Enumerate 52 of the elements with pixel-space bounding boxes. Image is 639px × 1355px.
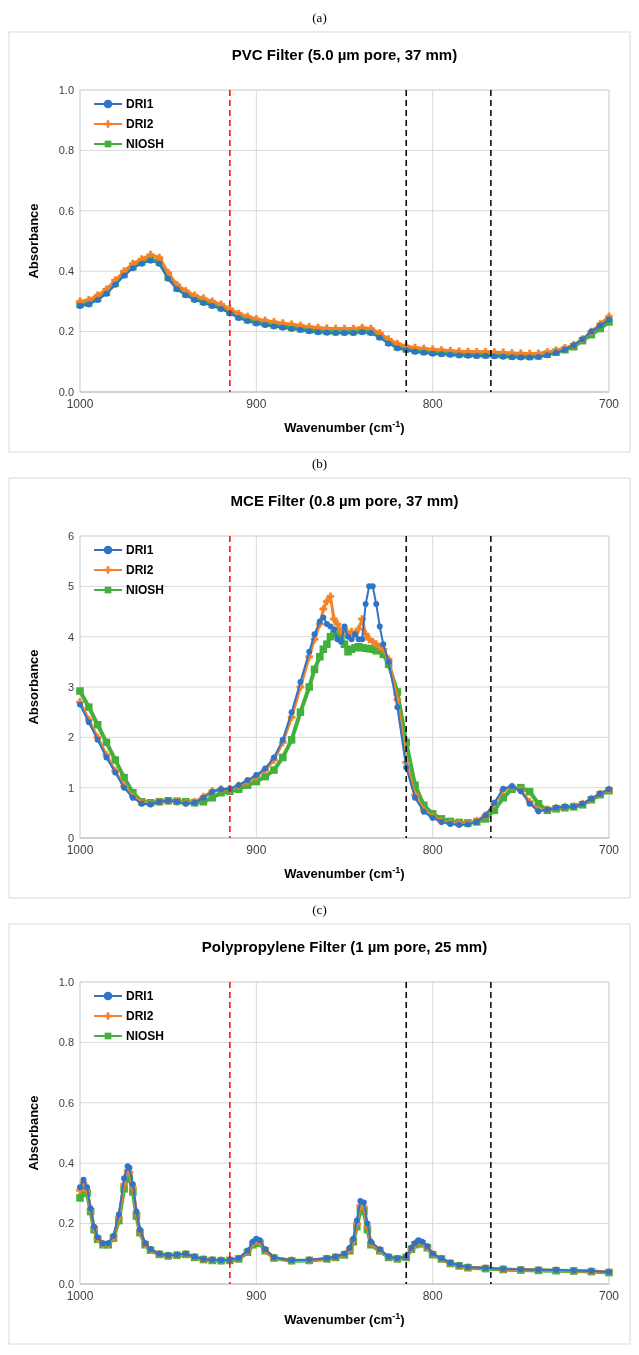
x-tick-label: 1000 xyxy=(66,1289,94,1303)
x-tick-label: 900 xyxy=(246,397,267,411)
x-tick-label: 700 xyxy=(598,397,620,411)
x-axis-title: Wavenumber (cm$^{-1}$) xyxy=(284,865,405,881)
text: (b) xyxy=(311,456,328,471)
text: (a) xyxy=(312,10,327,25)
legend-label: NIOSH xyxy=(126,583,165,598)
x-tick-label: 800 xyxy=(422,843,443,857)
y-tick-label: 4 xyxy=(67,630,74,643)
y-tick-label: 0.0 xyxy=(58,1277,74,1290)
y-tick-label: 5 xyxy=(67,580,74,593)
x-tick-label: 1000 xyxy=(66,397,94,411)
y-tick-label: 0.0 xyxy=(58,385,74,398)
y-tick-label: 0.4 xyxy=(58,1157,74,1170)
x-tick-label: 900 xyxy=(246,1289,267,1303)
y-tick-label: 3 xyxy=(67,680,74,693)
y-tick-label: 6 xyxy=(67,529,74,542)
y-tick-label: 0 xyxy=(67,831,74,844)
legend-label: DRI2 xyxy=(126,563,154,578)
y-axis-title: Absorbance xyxy=(26,1095,41,1171)
x-tick-label: 700 xyxy=(598,843,620,857)
y-tick-label: 0.4 xyxy=(58,265,74,278)
legend-label: DRI2 xyxy=(126,1009,154,1024)
y-tick-label: 0.2 xyxy=(58,1217,74,1230)
chart-title: PVC Filter (5.0 µm pore, 37 mm) xyxy=(231,46,458,63)
y-tick-label: 0.8 xyxy=(58,1036,74,1049)
x-axis-title: Wavenumber (cm$^{-1}$) xyxy=(284,1311,405,1327)
y-tick-label: 0.8 xyxy=(58,144,74,157)
x-tick-label: 800 xyxy=(422,1289,443,1303)
chart-title: Polypropylene Filter (1 µm pore, 25 mm) xyxy=(201,938,488,955)
y-tick-label: 0.6 xyxy=(58,1096,74,1109)
x-tick-label: 1000 xyxy=(66,843,94,857)
y-axis-title: Absorbance xyxy=(26,649,41,725)
legend-label: DRI1 xyxy=(126,97,154,112)
y-tick-label: 1.0 xyxy=(58,83,74,96)
x-axis-title: Wavenumber (cm$^{-1}$) xyxy=(284,419,405,435)
legend-label: NIOSH xyxy=(126,137,165,152)
x-tick-label: 900 xyxy=(246,843,267,857)
x-tick-label: 700 xyxy=(598,1289,620,1303)
y-axis-title: Absorbance xyxy=(26,203,41,279)
y-tick-label: 2 xyxy=(67,731,74,744)
legend-label: NIOSH xyxy=(126,1029,165,1044)
text: (c) xyxy=(312,902,327,917)
y-tick-label: 0.6 xyxy=(58,204,74,217)
y-tick-label: 1.0 xyxy=(58,975,74,988)
y-tick-label: 0.2 xyxy=(58,325,74,338)
y-tick-label: 1 xyxy=(67,781,74,794)
chart-title: MCE Filter (0.8 µm pore, 37 mm) xyxy=(230,492,459,509)
x-tick-label: 800 xyxy=(422,397,443,411)
legend-label: DRI1 xyxy=(126,989,154,1004)
legend-label: DRI2 xyxy=(126,117,154,132)
legend-label: DRI1 xyxy=(126,543,154,558)
